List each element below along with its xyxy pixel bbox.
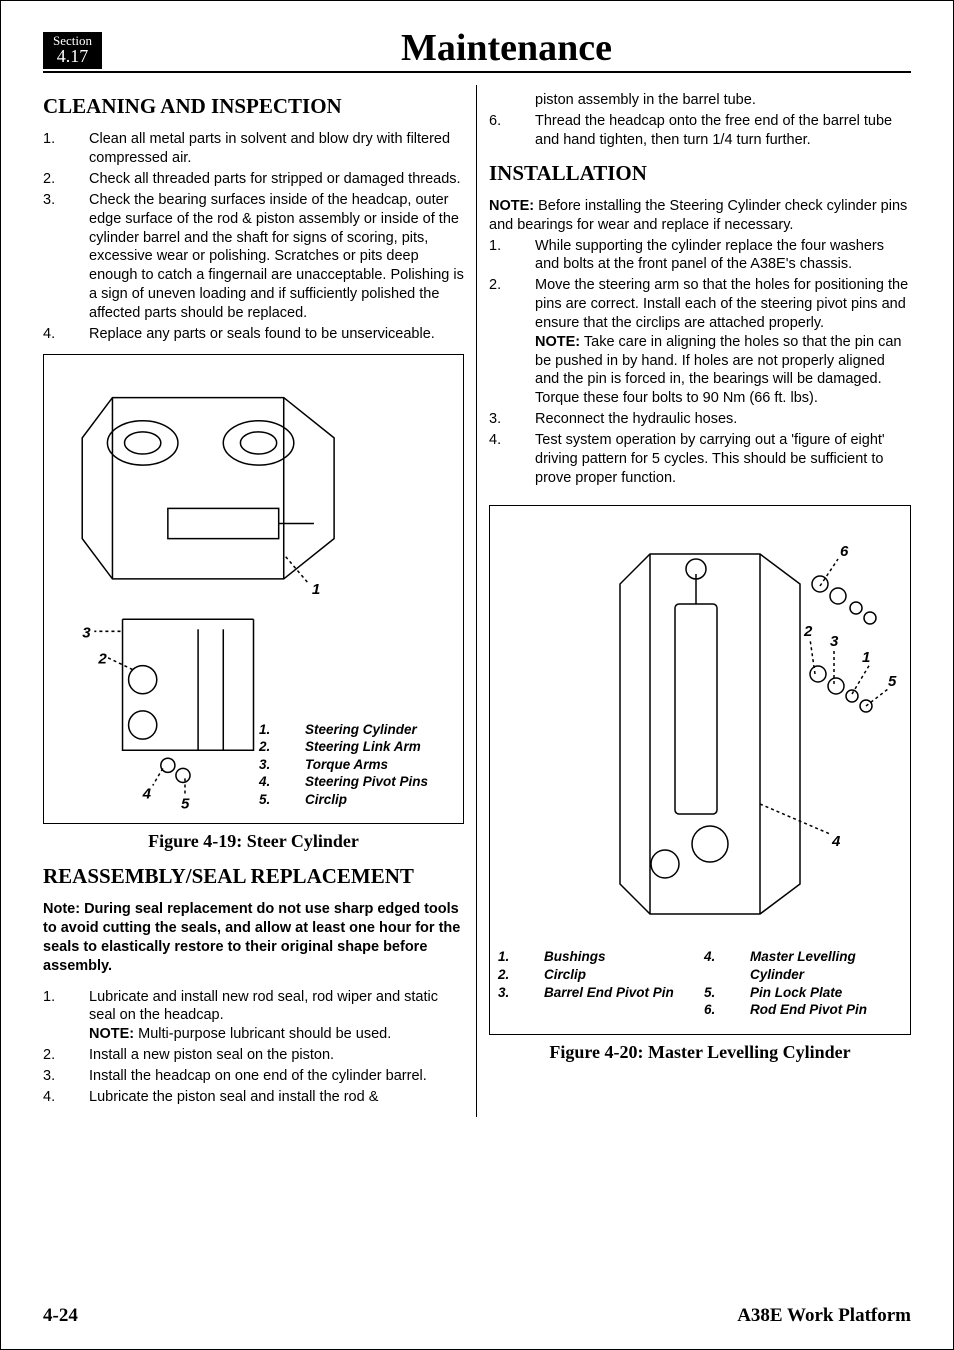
legend-row: 2.Circlip	[498, 966, 696, 984]
reassembly-steps: 1. Lubricate and install new rod seal, r…	[43, 988, 464, 1107]
columns: CLEANING AND INSPECTION 1.Clean all meta…	[43, 85, 911, 1117]
legend-row: 1.Steering Cylinder	[259, 721, 449, 739]
cleaning-steps: 1.Clean all metal parts in solvent and b…	[43, 130, 464, 343]
callout-5: 5	[181, 795, 190, 812]
page: Section 4.17 Maintenance CLEANING AND IN…	[0, 0, 954, 1350]
footer: 4-24 A38E Work Platform	[43, 1304, 911, 1329]
model-name: A38E Work Platform	[737, 1304, 911, 1329]
legend-row: 3.Barrel End Pivot Pin	[498, 984, 696, 1002]
master-levelling-drawing: 6 2 3 1 5 4	[498, 514, 902, 944]
title-row: Section 4.17 Maintenance	[43, 29, 911, 73]
left-column: CLEANING AND INSPECTION 1.Clean all meta…	[43, 85, 477, 1117]
figure-4-19: 1 2 3 4 5 1.Steering Cylinder 2.Steering…	[43, 354, 464, 824]
legend-row: 5.Circlip	[259, 791, 449, 809]
legend-row: 2.Steering Link Arm	[259, 738, 449, 756]
callout-1: 1	[862, 649, 870, 666]
install-note: NOTE: Before installing the Steering Cyl…	[489, 197, 911, 235]
callout-2: 2	[803, 623, 813, 640]
figure-19-caption: Figure 4-19: Steer Cylinder	[43, 830, 464, 853]
legend-row: 6.Rod End Pivot Pin	[704, 1001, 902, 1019]
callout-4: 4	[831, 833, 841, 850]
legend-row: 3.Torque Arms	[259, 756, 449, 774]
figure-20-legend: 1.Bushings 2.Circlip 3.Barrel End Pivot …	[498, 948, 902, 1018]
right-column: piston assembly in the barrel tube. 6.Th…	[477, 85, 911, 1117]
reassembly-note: Note: During seal replacement do not use…	[43, 900, 464, 975]
list-item: 2.Check all threaded parts for stripped …	[43, 170, 464, 189]
heading-installation: INSTALLATION	[489, 160, 911, 187]
list-item: 3.Check the bearing surfaces inside of t…	[43, 191, 464, 323]
list-item: 6.Thread the headcap onto the free end o…	[489, 112, 911, 150]
callout-1: 1	[312, 581, 320, 598]
legend-row: 1.Bushings	[498, 948, 696, 966]
heading-reassembly: REASSEMBLY/SEAL REPLACEMENT	[43, 863, 464, 890]
section-box: Section 4.17	[43, 32, 102, 69]
list-item: 4.Test system operation by carrying out …	[489, 431, 911, 488]
list-item: piston assembly in the barrel tube.	[489, 91, 911, 110]
figure-4-20: 6 2 3 1 5 4 1.Bushings 2.Circlip 3.Barre…	[489, 505, 911, 1035]
heading-cleaning: CLEANING AND INSPECTION	[43, 93, 464, 120]
callout-2: 2	[97, 650, 107, 667]
page-title: Maintenance	[102, 29, 911, 69]
callout-3: 3	[830, 633, 839, 650]
list-item: 2.Install a new piston seal on the pisto…	[43, 1046, 464, 1065]
section-number: 4.17	[53, 47, 92, 65]
install-steps: 1.While supporting the cylinder replace …	[489, 237, 911, 488]
list-item: 1. Lubricate and install new rod seal, r…	[43, 988, 464, 1045]
list-item: 4.Lubricate the piston seal and install …	[43, 1088, 464, 1107]
callout-6: 6	[840, 543, 849, 560]
cont-steps: piston assembly in the barrel tube. 6.Th…	[489, 91, 911, 150]
legend-row: 5.Pin Lock Plate	[704, 984, 902, 1002]
list-item: 3.Install the headcap on one end of the …	[43, 1067, 464, 1086]
callout-5: 5	[888, 673, 897, 690]
legend-row: 4.Steering Pivot Pins	[259, 773, 449, 791]
list-item: 3.Reconnect the hydraulic hoses.	[489, 410, 911, 429]
callout-3: 3	[82, 624, 91, 641]
list-item: 2. Move the steering arm so that the hol…	[489, 276, 911, 408]
page-number: 4-24	[43, 1304, 78, 1329]
list-item: 1.While supporting the cylinder replace …	[489, 237, 911, 275]
callout-4: 4	[142, 785, 152, 802]
figure-19-legend: 1.Steering Cylinder 2.Steering Link Arm …	[259, 721, 449, 809]
list-item: 1.Clean all metal parts in solvent and b…	[43, 130, 464, 168]
legend-row: 4.Master Levelling Cylinder	[704, 948, 902, 983]
list-item: 4.Replace any parts or seals found to be…	[43, 325, 464, 344]
figure-20-caption: Figure 4-20: Master Levelling Cylinder	[489, 1041, 911, 1064]
